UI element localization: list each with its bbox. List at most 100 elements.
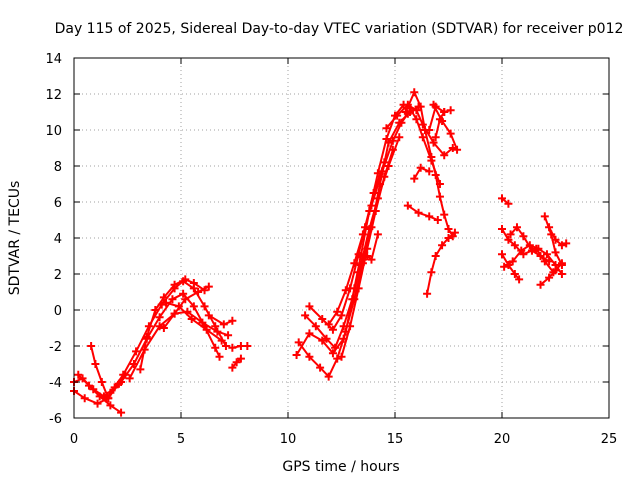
data-point-marker	[440, 210, 449, 219]
data-point-marker	[91, 360, 100, 368]
data-point-marker	[380, 172, 389, 181]
y-axis-label: SDTVAR / TECUs	[7, 181, 23, 296]
data-point-marker	[557, 261, 566, 269]
series-line	[509, 226, 533, 252]
data-point-marker	[403, 201, 412, 210]
data-point-marker	[187, 315, 196, 323]
data-point-marker	[228, 316, 237, 325]
series-s10	[162, 298, 226, 345]
y-tick-labels: -6 -4 -2 0 2 4 6 8 10 12 14	[45, 52, 62, 427]
data-point-marker	[151, 306, 160, 314]
data-point-marker	[305, 352, 314, 361]
data-point-marker	[435, 180, 444, 188]
series-s07	[136, 275, 209, 374]
data-point-marker	[318, 315, 327, 323]
data-point-marker	[181, 275, 190, 284]
series-line	[432, 103, 459, 151]
data-point-marker	[551, 235, 560, 244]
y-tick-label: 14	[45, 52, 62, 67]
series-s23	[405, 104, 444, 188]
data-point-marker	[102, 394, 111, 403]
data-point-marker	[373, 230, 382, 239]
data-point-marker	[431, 252, 440, 260]
data-point-marker	[444, 225, 453, 233]
series-line	[308, 161, 386, 331]
data-point-marker	[162, 298, 171, 307]
data-series-layer	[70, 88, 571, 417]
data-point-marker	[427, 268, 436, 277]
data-point-marker	[433, 216, 442, 224]
data-point-marker	[243, 342, 252, 350]
data-point-marker	[170, 280, 179, 289]
series-s19	[337, 145, 397, 361]
data-point-marker	[181, 295, 190, 304]
series-line	[503, 244, 563, 275]
series-s38	[532, 244, 558, 277]
series-s12	[228, 342, 252, 352]
data-point-marker	[87, 342, 96, 350]
data-point-marker	[517, 246, 526, 255]
data-point-marker	[322, 334, 331, 343]
x-tick-label: 5	[177, 432, 185, 447]
data-point-marker	[189, 302, 198, 311]
data-point-marker	[316, 363, 325, 372]
data-point-marker	[301, 311, 310, 320]
data-point-marker	[453, 145, 462, 154]
data-point-marker	[189, 279, 198, 287]
data-point-marker	[435, 192, 444, 201]
data-point-marker	[202, 325, 211, 334]
data-point-marker	[132, 347, 141, 356]
series-s26	[423, 228, 459, 298]
series-s13	[228, 354, 245, 372]
series-s34	[506, 223, 536, 255]
series-line	[128, 310, 230, 380]
series-s37	[545, 223, 571, 250]
data-point-marker	[540, 212, 549, 221]
data-point-marker	[367, 201, 376, 210]
data-point-marker	[354, 284, 363, 293]
data-point-marker	[211, 322, 220, 331]
data-point-marker	[427, 156, 436, 165]
data-point-marker	[425, 126, 434, 134]
data-point-marker	[498, 225, 506, 233]
data-point-marker	[510, 270, 519, 278]
series-line	[426, 231, 456, 295]
data-point-marker	[117, 408, 126, 417]
series-s36	[540, 212, 566, 269]
data-point-marker	[425, 212, 434, 221]
x-tick-label: 20	[494, 432, 511, 447]
data-point-marker	[228, 363, 237, 372]
data-point-marker	[204, 311, 213, 320]
data-point-marker	[318, 336, 327, 345]
data-point-marker	[97, 378, 106, 386]
data-point-marker	[444, 234, 453, 242]
series-s30	[498, 194, 513, 208]
data-point-marker	[382, 124, 391, 133]
data-point-marker	[545, 223, 554, 232]
y-tick-label: 2	[54, 268, 62, 283]
data-point-marker	[311, 322, 320, 331]
data-point-marker	[211, 343, 220, 352]
series-line	[539, 262, 563, 286]
data-point-marker	[136, 365, 145, 374]
series-s06	[106, 277, 230, 397]
data-point-marker	[333, 354, 342, 363]
data-point-marker	[354, 268, 363, 277]
data-point-marker	[557, 270, 566, 278]
series-line	[543, 215, 563, 266]
series-s15	[294, 100, 408, 381]
data-point-marker	[331, 343, 340, 352]
data-point-marker	[328, 349, 337, 358]
data-point-marker	[450, 228, 459, 237]
data-point-marker	[410, 88, 419, 97]
data-point-marker	[106, 401, 115, 410]
data-point-marker	[232, 358, 241, 367]
data-point-marker	[549, 268, 558, 277]
series-line	[406, 204, 439, 221]
x-tick-label: 25	[601, 432, 618, 447]
x-tick-label: 10	[280, 432, 297, 447]
y-tick-label: 0	[54, 304, 62, 319]
chart-title: Day 115 of 2025, Sidereal Day-to-day VTE…	[55, 21, 624, 37]
series-s18	[324, 109, 412, 329]
